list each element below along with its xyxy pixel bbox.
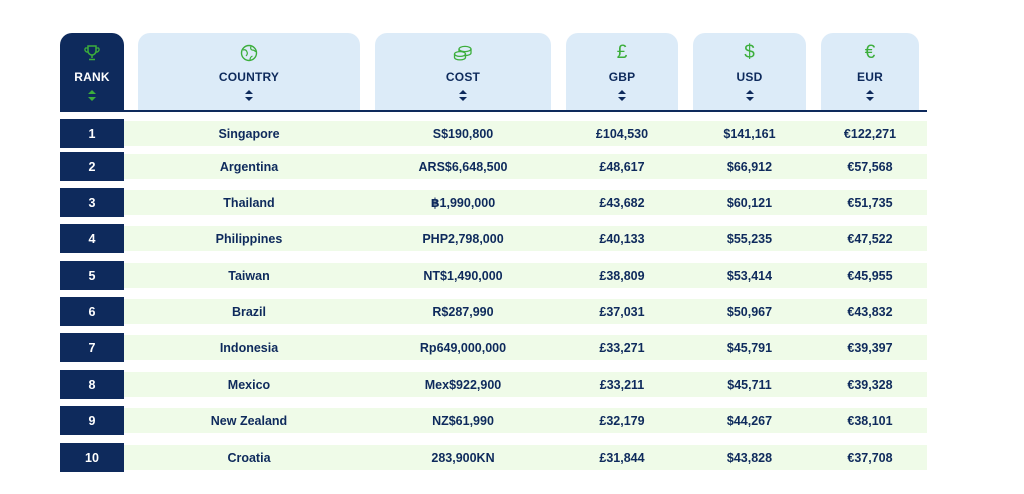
cost-cell: R$287,990 xyxy=(432,304,494,319)
rank-cell: 3 xyxy=(60,188,124,217)
table-row: 6 Brazil R$287,990 £37,031 $50,967 €43,8… xyxy=(60,297,927,326)
gbp-cell: £33,211 xyxy=(599,377,645,392)
table-row: 1 Singapore S$190,800 £104,530 $141,161 … xyxy=(60,119,927,148)
eur-cell: €45,955 xyxy=(847,268,893,283)
eur-header[interactable]: € EUR xyxy=(821,33,919,110)
eur-cell: €122,271 xyxy=(843,126,897,141)
table-row: 3 Thailand ฿1,990,000 £43,682 $60,121 €5… xyxy=(60,188,927,217)
table-row: 9 New Zealand NZ$61,990 £32,179 $44,267 … xyxy=(60,406,927,435)
table-row: 4 Philippines PHP2,798,000 £40,133 $55,2… xyxy=(60,224,927,253)
gbp-cell: £31,844 xyxy=(599,450,645,465)
header-divider xyxy=(60,110,927,112)
cost-cell: ฿1,990,000 xyxy=(430,196,496,210)
table-row: 7 Indonesia Rp649,000,000 £33,271 $45,79… xyxy=(60,333,927,362)
usd-cell: $60,121 xyxy=(726,195,773,210)
eur-cell: €39,397 xyxy=(847,340,893,355)
country-header[interactable]: COUNTRY xyxy=(138,33,360,110)
coins-icon xyxy=(453,43,473,63)
gbp-cell: £48,617 xyxy=(599,159,645,174)
rank-header-label: RANK xyxy=(74,70,110,84)
cost-cell: S$190,800 xyxy=(432,126,494,141)
rank-cell: 9 xyxy=(60,406,124,435)
gbp-cell: £37,031 xyxy=(599,304,645,319)
usd-header-label: USD xyxy=(736,70,763,84)
usd-cell: $53,414 xyxy=(726,268,773,283)
rank-cell: 4 xyxy=(60,224,124,253)
country-cell: Croatia xyxy=(227,450,271,465)
gbp-cell: £33,271 xyxy=(599,340,645,355)
cost-cell: NT$1,490,000 xyxy=(423,268,503,283)
rank-cell: 8 xyxy=(60,370,124,399)
sort-icon[interactable] xyxy=(459,90,467,101)
rank-header[interactable]: RANK xyxy=(60,33,124,110)
dollar-icon: $ xyxy=(744,42,755,63)
eur-cell: €51,735 xyxy=(847,195,893,210)
eur-cell: €38,101 xyxy=(847,413,893,428)
eur-cell: €57,568 xyxy=(847,159,893,174)
eur-cell: €39,328 xyxy=(847,377,893,392)
country-cell: Thailand xyxy=(223,195,275,210)
cost-cell: 283,900KN xyxy=(431,450,495,465)
gbp-cell: £38,809 xyxy=(599,268,645,283)
cost-cell: Rp649,000,000 xyxy=(419,340,507,355)
table-row: 2 Argentina ARS$6,648,500 £48,617 $66,91… xyxy=(60,152,927,181)
sort-icon[interactable] xyxy=(88,90,96,101)
rank-cell: 10 xyxy=(60,443,124,472)
gbp-cell: £43,682 xyxy=(599,195,645,210)
globe-icon xyxy=(240,43,258,63)
country-cell: Brazil xyxy=(231,304,267,319)
country-cell: New Zealand xyxy=(210,413,288,428)
table-row: 8 Mexico Mex$922,900 £33,211 $45,711 €39… xyxy=(60,370,927,399)
country-cell: Taiwan xyxy=(228,268,270,283)
gbp-header[interactable]: £ GBP xyxy=(566,33,678,110)
table-row: 10 Croatia 283,900KN £31,844 $43,828 €37… xyxy=(60,443,927,472)
country-cell: Argentina xyxy=(219,159,279,174)
table-row: 5 Taiwan NT$1,490,000 £38,809 $53,414 €4… xyxy=(60,261,927,290)
rank-cell: 5 xyxy=(60,261,124,290)
rank-cell: 2 xyxy=(60,152,124,181)
cost-header-label: COST xyxy=(445,70,481,84)
country-cell: Indonesia xyxy=(219,340,279,355)
gbp-cell: £32,179 xyxy=(599,413,645,428)
gbp-cell: £40,133 xyxy=(599,231,645,246)
country-cell: Mexico xyxy=(227,377,271,392)
eur-cell: €37,708 xyxy=(847,450,893,465)
rank-cell: 7 xyxy=(60,333,124,362)
euro-icon: € xyxy=(864,42,876,63)
eur-header-label: EUR xyxy=(857,70,883,84)
cost-cell: PHP2,798,000 xyxy=(422,231,504,246)
usd-cell: $50,967 xyxy=(726,304,773,319)
usd-cell: $45,711 xyxy=(727,377,772,392)
usd-cell: $43,828 xyxy=(726,450,773,465)
usd-cell: $45,791 xyxy=(726,340,773,355)
eur-cell: €43,832 xyxy=(847,304,893,319)
rank-cell: 6 xyxy=(60,297,124,326)
sort-icon[interactable] xyxy=(618,90,626,101)
sort-icon[interactable] xyxy=(245,90,253,101)
rank-cell: 1 xyxy=(60,119,124,148)
country-header-label: COUNTRY xyxy=(218,70,280,84)
eur-cell: €47,522 xyxy=(847,231,893,246)
gbp-header-label: GBP xyxy=(608,70,636,84)
usd-cell: $44,267 xyxy=(726,413,773,428)
sort-icon[interactable] xyxy=(745,90,754,101)
gbp-cell: £104,530 xyxy=(595,126,649,141)
sort-icon[interactable] xyxy=(866,90,874,101)
country-cell: Philippines xyxy=(215,231,283,246)
trophy-icon xyxy=(83,43,101,63)
country-cell: Singapore xyxy=(218,126,280,141)
cost-cell: Mex$922,900 xyxy=(424,377,502,392)
usd-header[interactable]: $ USD xyxy=(693,33,806,110)
usd-cell: $66,912 xyxy=(726,159,773,174)
cost-header[interactable]: COST xyxy=(375,33,551,110)
cost-cell: NZ$61,990 xyxy=(432,413,494,428)
cost-cell: ARS$6,648,500 xyxy=(418,159,508,174)
usd-cell: $141,161 xyxy=(723,126,776,141)
pound-icon: £ xyxy=(616,42,628,63)
usd-cell: $55,235 xyxy=(726,231,773,246)
